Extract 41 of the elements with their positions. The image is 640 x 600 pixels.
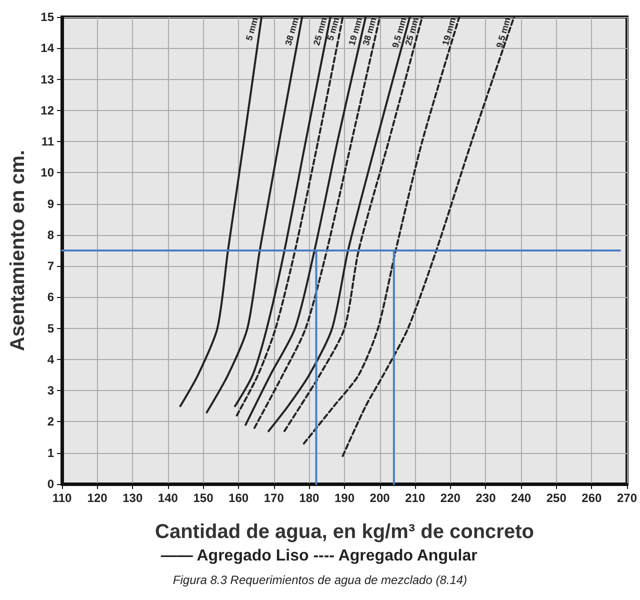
y-tick-label: 11	[41, 134, 54, 149]
text: 9,5 mm	[494, 16, 512, 49]
x-tick-label: 140	[158, 491, 178, 505]
x-tick-label: 210	[405, 491, 426, 505]
text: —— Agregado Liso ---- Agregado Angular	[160, 548, 478, 564]
x-tick-label: 270	[616, 491, 638, 505]
text: 5 mm	[244, 16, 260, 42]
y-tick-label: 8	[47, 228, 54, 242]
y-tick-label: 10	[40, 166, 54, 180]
y-tick-label: 2	[47, 414, 54, 429]
x-tick-label: 190	[334, 491, 355, 505]
y-tick-label: 14	[40, 41, 54, 56]
text: Figura 8.3 Requerimientos de agua de mezclado (8.14)	[172, 573, 468, 587]
x-tick-label: 150	[193, 491, 214, 505]
x-tick-label: 260	[582, 491, 602, 505]
x-tick-label: 110	[52, 491, 72, 505]
y-tick-label: 13	[40, 72, 54, 86]
y-tick-label: 3	[47, 384, 54, 398]
y-tick-label: 7	[47, 259, 54, 274]
y-tick-label: 6	[47, 290, 54, 304]
x-tick-label: 200	[370, 491, 390, 505]
y-tick-label: 5	[47, 321, 54, 336]
x-axis-title: Cantidad de agua, en kg/m³ de concreto	[155, 521, 534, 543]
x-tick-label: 250	[546, 491, 567, 505]
x-tick-label: 120	[87, 491, 108, 505]
x-tick-label: 220	[440, 491, 461, 505]
x-tick-label: 170	[264, 491, 284, 505]
y-axis-title: Asentamiento en cm.	[7, 150, 29, 352]
y-tick-label: 12	[40, 103, 54, 118]
text: 19 mm	[440, 16, 458, 46]
text: 38 mm	[283, 16, 301, 46]
x-tick-label: 160	[228, 491, 249, 505]
x-tick-label: 130	[122, 491, 143, 505]
x-tick-label: 240	[511, 491, 532, 505]
y-tick-label: 1	[47, 446, 54, 460]
x-tick-label: 180	[299, 491, 320, 505]
y-tick-label: 4	[47, 352, 54, 366]
y-tick-label: 0	[47, 477, 54, 491]
y-tick-label: 9	[47, 196, 54, 211]
y-tick-label: 15	[40, 10, 54, 24]
x-tick-label: 230	[476, 491, 496, 505]
